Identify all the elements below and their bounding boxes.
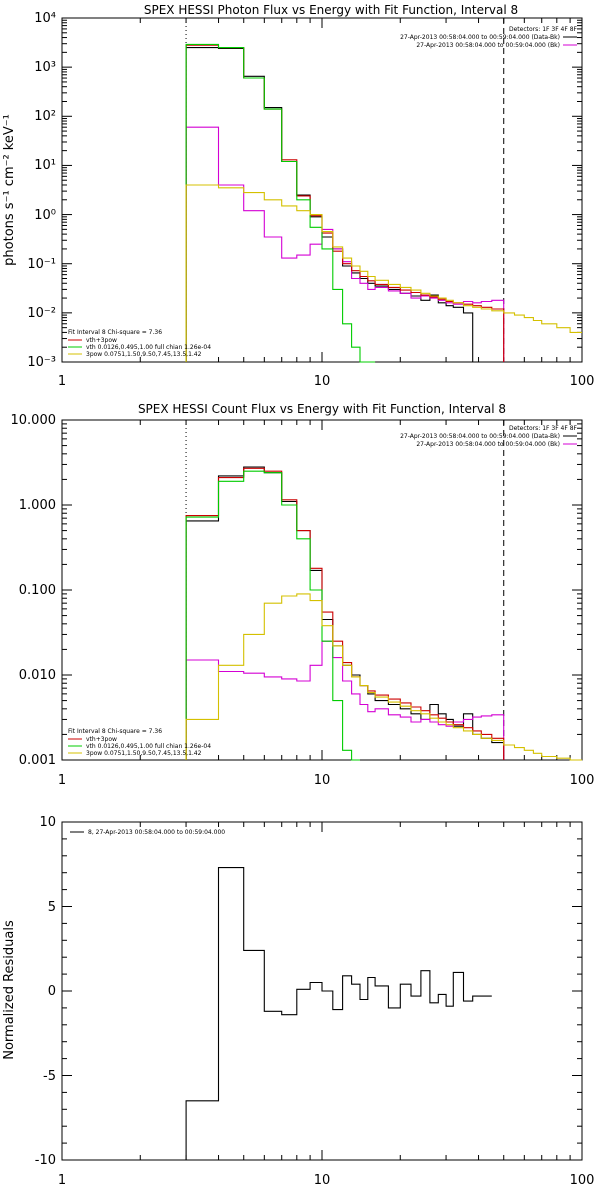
series-line-0 <box>185 47 474 362</box>
x-tick-label: 100 <box>570 374 595 389</box>
chart-title: SPEX HESSI Photon Flux vs Energy with Fi… <box>144 3 518 17</box>
y-tick-labels: 10⁻³ 10⁻² 10⁻¹ 10⁰ 10¹ 10² 10³ 10⁴ <box>27 11 56 370</box>
series-group <box>185 43 582 363</box>
y-tick-label: 0.100 <box>19 583 56 598</box>
y-tick-label: 5 <box>48 900 56 915</box>
series-line-3 <box>185 470 360 761</box>
x-tick-labels: 1 10 100 <box>58 1173 595 1188</box>
y-tick-label: 10⁻³ <box>27 355 56 370</box>
residuals-panel: 1 10 100 -10 -5 0 5 10 Normalized Residu… <box>2 815 594 1188</box>
y-tick-label: 0 <box>48 984 56 999</box>
legend-bottom: Fit Interval 8 Chi-square = 7.36 vth+3po… <box>68 728 211 757</box>
axis-ticks <box>61 419 583 761</box>
y-tick-label: 10⁰ <box>34 208 56 223</box>
y-tick-label: 10⁻¹ <box>27 257 56 272</box>
x-tick-labels: 1 10 100 <box>58 374 595 389</box>
axis-ticks <box>61 17 583 363</box>
legend-fit-info: Fit Interval 8 Chi-square = 7.36 <box>68 329 162 336</box>
series-line-0 <box>185 867 492 1160</box>
legend-detectors: Detectors: 1F 3F 4F 8F <box>509 26 578 33</box>
legend-top: 8, 27-Apr-2013 00:58:04.000 to 00:59:04.… <box>70 829 225 836</box>
x-tick-label: 1 <box>58 773 66 788</box>
y-tick-label: -10 <box>35 1153 56 1168</box>
legend-top: Detectors: 1F 3F 4F 8F 27-Apr-2013 00:58… <box>400 26 577 49</box>
series-line-4 <box>185 593 582 761</box>
x-tick-label: 10 <box>314 374 331 389</box>
y-tick-label: 10¹ <box>34 158 56 173</box>
legend-item: 27-Apr-2013 00:58:04.000 to 00:59:04.000… <box>416 441 560 448</box>
x-tick-label: 1 <box>58 1173 66 1188</box>
y-tick-label: 1.000 <box>19 498 56 513</box>
y-tick-label: 0.001 <box>19 753 56 768</box>
y-tick-label: 10³ <box>34 60 56 75</box>
y-axis-label: Normalized Residuals <box>2 920 17 1060</box>
x-tick-label: 1 <box>58 374 66 389</box>
x-tick-label: 100 <box>570 773 595 788</box>
y-tick-label: 0.010 <box>19 668 56 683</box>
legend-item: vth 0.0126,0.495,1.00 full chian 1.26e-0… <box>86 344 211 351</box>
series-line-2 <box>185 44 505 362</box>
legend-item: 27-Apr-2013 00:58:04.000 to 00:59:04.000… <box>400 34 560 41</box>
legend-item: 3pow 0.0751,1.50,9.50,7.45,13.5,1.42 <box>86 750 202 757</box>
legend-item: vth 0.0126,0.495,1.00 full chian 1.26e-0… <box>86 743 211 750</box>
legend-item: 27-Apr-2013 00:58:04.000 to 00:59:04.000… <box>416 42 560 49</box>
chart-title: SPEX HESSI Count Flux vs Energy with Fit… <box>138 402 506 416</box>
x-tick-labels: 1 10 100 <box>58 773 595 788</box>
y-axis-label: photons s⁻¹ cm⁻² keV⁻¹ <box>2 114 17 266</box>
legend-item: vth+3pow <box>86 736 117 743</box>
x-tick-label: 100 <box>570 1173 595 1188</box>
series-line-2 <box>185 467 505 760</box>
photon-flux-panel: SPEX HESSI Photon Flux vs Energy with Fi… <box>2 3 594 389</box>
legend-item: 8, 27-Apr-2013 00:58:04.000 to 00:59:04.… <box>88 829 225 836</box>
series-line-1 <box>185 640 505 760</box>
legend-fit-info: Fit Interval 8 Chi-square = 7.36 <box>68 728 162 735</box>
legend-detectors: Detectors: 1F 3F 4F 8F <box>509 425 578 432</box>
series-line-1 <box>185 126 505 362</box>
energy-range-markers <box>185 420 505 760</box>
energy-range-markers <box>185 18 505 362</box>
axis-ticks <box>61 821 583 1161</box>
series-line-4 <box>185 184 582 362</box>
y-tick-labels: -10 -5 0 5 10 <box>35 815 56 1168</box>
y-tick-label: -5 <box>43 1069 56 1084</box>
x-tick-label: 10 <box>314 1173 331 1188</box>
y-tick-labels: 0.001 0.010 0.100 1.000 10.000 <box>11 413 57 768</box>
legend-item: vth+3pow <box>86 337 117 344</box>
series-line-3 <box>185 43 376 363</box>
y-tick-label: 10 <box>39 815 56 830</box>
y-tick-label: 10⁻² <box>27 306 56 321</box>
count-flux-panel: SPEX HESSI Count Flux vs Energy with Fit… <box>11 402 595 788</box>
legend-top: Detectors: 1F 3F 4F 8F 27-Apr-2013 00:58… <box>400 425 577 448</box>
y-tick-label: 10² <box>34 109 56 124</box>
y-tick-label: 10⁴ <box>34 11 56 26</box>
x-tick-label: 10 <box>314 773 331 788</box>
legend-item: 27-Apr-2013 00:58:04.000 to 00:59:04.000… <box>400 433 560 440</box>
legend-item: 3pow 0.0751,1.50,9.50,7.45,13.5,1.42 <box>86 351 202 358</box>
legend-bottom: Fit Interval 8 Chi-square = 7.36 vth+3po… <box>68 329 211 358</box>
series-group <box>185 867 492 1160</box>
series-group <box>185 466 582 761</box>
y-tick-label: 10.000 <box>11 413 57 428</box>
series-line-0 <box>185 466 505 760</box>
